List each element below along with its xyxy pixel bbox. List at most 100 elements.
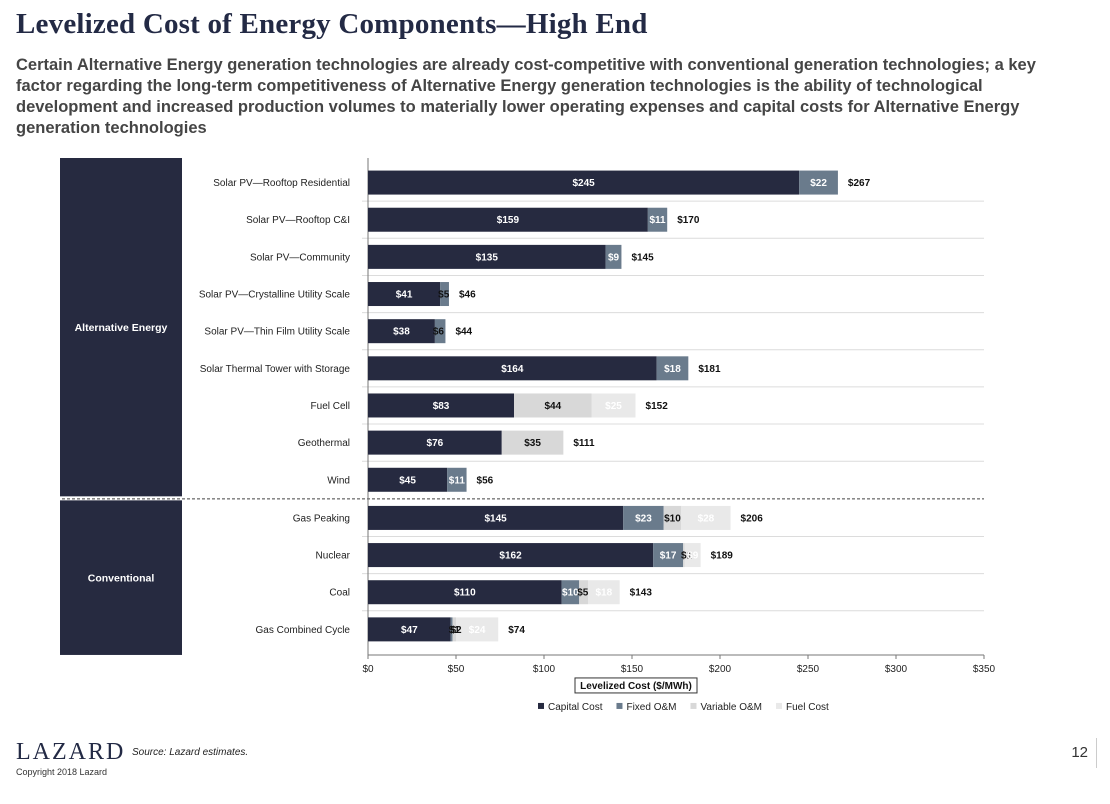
bar-data-label: $76 <box>427 438 444 449</box>
bar-total-label: $170 <box>677 215 700 226</box>
bar-data-label: $9 <box>687 551 699 562</box>
bar-data-label: $159 <box>497 215 520 226</box>
legend-label: Variable O&M <box>700 702 762 713</box>
x-tick-label: $50 <box>448 664 465 675</box>
page-number: 12 <box>1071 744 1088 761</box>
bar-segment <box>368 617 451 642</box>
bar-data-label: $5 <box>438 290 450 301</box>
bar-segment <box>452 617 456 642</box>
bar-data-label: $110 <box>454 588 476 599</box>
category-label: Wind <box>327 475 350 486</box>
bar-data-label: $18 <box>664 364 681 375</box>
x-tick-label: $350 <box>973 664 996 675</box>
category-label: Coal <box>329 588 350 599</box>
category-label: Gas Combined Cycle <box>256 625 351 636</box>
bar-data-label: $24 <box>469 625 486 636</box>
bar-data-label: $38 <box>393 327 410 338</box>
bar-total-label: $267 <box>848 178 871 189</box>
bar-segment <box>434 319 446 344</box>
bar-data-label: $11 <box>449 475 466 486</box>
bar-total-label: $145 <box>631 252 654 263</box>
category-label: Nuclear <box>316 551 351 562</box>
legend-swatch <box>776 702 782 709</box>
bar-data-label: $10 <box>562 588 579 599</box>
x-axis-title: Levelized Cost ($/MWh) <box>580 681 692 692</box>
bar-total-label: $44 <box>455 327 472 338</box>
bar-total-label: $189 <box>711 551 734 562</box>
bar-data-label: $11 <box>649 215 666 226</box>
category-label: Solar PV—Crystalline Utility Scale <box>199 290 351 301</box>
legend-swatch <box>616 702 623 709</box>
x-tick-label: $250 <box>797 664 820 675</box>
bar-segment <box>368 580 562 605</box>
bar-total-label: $111 <box>573 438 595 449</box>
bar-segment <box>683 543 685 568</box>
bar-segment <box>447 467 467 492</box>
bar-segment <box>561 580 580 605</box>
bar-segment <box>368 319 435 344</box>
bar-segment <box>368 393 515 418</box>
bar-data-label: $164 <box>501 364 524 375</box>
bar-total-label: $46 <box>459 290 476 301</box>
bar-segment <box>656 356 689 381</box>
bar-data-label: $245 <box>572 178 595 189</box>
bar-segment <box>456 617 499 642</box>
bar-data-label: $47 <box>401 625 418 636</box>
bar-segment <box>681 505 731 530</box>
bar-data-label: $1 <box>681 551 693 562</box>
category-label: Solar PV—Rooftop Residential <box>213 178 350 189</box>
bar-segment <box>647 207 668 232</box>
group-panel <box>60 500 182 655</box>
bar-segment <box>623 505 664 530</box>
bar-data-label: $28 <box>698 513 715 524</box>
group-label: Conventional <box>88 573 155 585</box>
group-panel <box>60 158 182 497</box>
bar-data-label: $83 <box>433 401 450 412</box>
x-tick-label: $100 <box>533 664 556 675</box>
legend-label: Fixed O&M <box>626 702 676 713</box>
bar-segment <box>450 617 453 642</box>
bar-segment <box>368 543 654 568</box>
bar-segment <box>368 244 606 269</box>
category-label: Geothermal <box>298 438 350 449</box>
bar-data-label: $145 <box>484 513 507 524</box>
bar-data-label: $17 <box>660 551 677 562</box>
bar-data-label: $2 <box>450 625 462 636</box>
bar-data-label: $10 <box>664 513 681 524</box>
bar-segment <box>368 505 624 530</box>
bar-segment <box>368 467 448 492</box>
bar-data-label: $25 <box>605 401 622 412</box>
legend-swatch <box>538 702 544 709</box>
bar-segment <box>501 430 564 455</box>
bar-data-label: $44 <box>544 401 561 412</box>
category-label: Fuel Cell <box>311 401 350 412</box>
bar-segment <box>799 170 838 195</box>
bar-segment <box>368 282 441 307</box>
category-label: Gas Peaking <box>293 513 350 524</box>
page-title: Levelized Cost of Energy Components—High… <box>16 8 648 40</box>
bar-segment <box>368 356 657 381</box>
category-label: Solar PV—Community <box>250 252 350 263</box>
bar-segment <box>368 430 502 455</box>
page-subtitle: Certain Alternative Energy generation te… <box>16 56 1036 137</box>
copyright-text: Copyright 2018 Lazard <box>16 767 108 777</box>
bar-total-label: $56 <box>477 475 494 486</box>
bar-segment <box>514 393 592 418</box>
category-label: Solar Thermal Tower with Storage <box>200 364 351 375</box>
x-axis-title-box <box>574 677 698 694</box>
bar-data-label: $45 <box>399 475 416 486</box>
bar-data-label: $18 <box>595 588 612 599</box>
legend-label: Capital Cost <box>548 702 603 713</box>
bar-segment <box>368 207 648 232</box>
lazard-logo: LAZARD <box>16 739 126 765</box>
bar-segment <box>368 170 800 195</box>
group-label: Alternative Energy <box>75 322 168 334</box>
bar-segment <box>684 543 701 568</box>
category-label: Solar PV—Thin Film Utility Scale <box>204 327 350 338</box>
bar-data-label: $135 <box>476 252 499 263</box>
x-tick-label: $300 <box>885 664 908 675</box>
bar-data-label: $6 <box>433 327 445 338</box>
bar-segment <box>605 244 622 269</box>
bar-data-label: $5 <box>577 588 589 599</box>
